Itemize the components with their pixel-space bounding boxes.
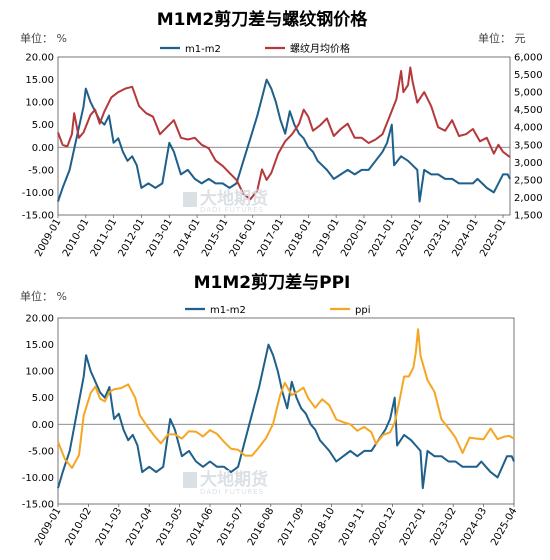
chart-2: M1M2剪刀差与PPI 单位： % m1-m2 ppi -15.00 -10.00…: [20, 272, 520, 548]
x-tick-label: 2009-01: [33, 217, 63, 259]
chart-2-legend: m1-m2 ppi: [185, 305, 370, 316]
y-tick-label: 10.00: [25, 98, 54, 109]
chart-2-plot-frame: [57, 317, 515, 505]
y-tick-label: -10.00: [22, 188, 54, 199]
y-tick-label: 15.00: [25, 75, 54, 86]
x-tick-label: 2023-02: [428, 506, 458, 548]
chart-2-lines: [57, 328, 515, 490]
x-tick-label: 2012-01: [117, 217, 147, 259]
y-right-tick-label: 6,000: [514, 53, 543, 64]
y-right-tick-label: 3,000: [514, 158, 543, 169]
x-tick-label: 2025-04: [489, 506, 519, 548]
y-tick-label: 20.00: [25, 314, 54, 325]
x-tick-label: 2020-01: [339, 217, 369, 259]
y-right-tick-label: 2,000: [514, 193, 543, 204]
legend-label-ppi: ppi: [355, 305, 370, 316]
x-tick-label: 2013-01: [144, 217, 174, 259]
chart-2-x-ticks: 2009-01 2010-02 2011-03 2012-04 2013-05 2014-…: [33, 504, 520, 548]
y-right-tick-label: 4,500: [514, 105, 543, 116]
x-tick-label: 2023-01: [423, 217, 453, 259]
watermark-text: 大地期货: [200, 188, 268, 209]
x-tick-label: 2024-03: [459, 506, 489, 548]
chart-1-right-ticks: 1,500 2,000 2,500 3,000 3,500 4,000 4,500 5,000…: [514, 53, 543, 222]
x-tick-label: 2017-09: [276, 506, 306, 548]
y-tick-label: 5.00: [32, 393, 54, 404]
x-tick-label: 2011-03: [94, 506, 124, 548]
watermark-text: 大地期货: [200, 469, 268, 490]
y-tick-label: -15.00: [22, 211, 54, 222]
legend-label-rebar: 螺纹月均价格: [290, 42, 350, 55]
x-tick-label: 2018-10: [307, 506, 337, 548]
y-tick-label: 10.00: [25, 367, 54, 378]
x-tick-label: 2015-01: [200, 217, 230, 259]
chart-2-left-unit: 单位： %: [20, 289, 67, 303]
series-line-rebar: [57, 66, 511, 201]
watermark-subtext: DADI FUTURES: [200, 488, 264, 496]
x-tick-label: 2010-01: [61, 217, 91, 259]
y-tick-label: -15.00: [22, 500, 54, 511]
watermark-logo-icon: [183, 192, 197, 207]
y-right-tick-label: 5,000: [514, 88, 543, 99]
y-tick-label: 0.00: [32, 143, 54, 154]
y-tick-label: -10.00: [22, 473, 54, 484]
chart-1-right-unit: 单位： 元: [478, 31, 526, 45]
y-right-tick-label: 4,000: [514, 123, 543, 134]
x-tick-label: 2021-01: [367, 217, 397, 259]
legend-label-m1m2: m1-m2: [210, 305, 246, 316]
chart-1-title: M1M2剪刀差与螺纹钢价格: [157, 9, 368, 30]
y-tick-label: -5.00: [28, 165, 54, 176]
watermark-subtext: DADI FUTURES: [200, 206, 264, 214]
x-tick-label: 2019-11: [337, 506, 367, 548]
chart-2-watermark: 大地期货 DADI FUTURES: [183, 469, 268, 496]
series-line-m1m2: [57, 343, 515, 490]
series-line-m1m2: [57, 78, 511, 203]
x-tick-label: 2022-01: [395, 217, 425, 259]
y-right-tick-label: 3,500: [514, 140, 543, 151]
x-tick-label: 2024-01: [450, 217, 480, 259]
x-tick-label: 2018-01: [284, 217, 314, 259]
chart-2-left-ticks: -15.00 -10.00 -5.00 0.00 5.00 10.00 15.00 20.00: [22, 314, 54, 511]
x-tick-label: 2012-04: [124, 506, 154, 548]
x-tick-label: 2016-08: [246, 506, 276, 548]
x-tick-label: 2013-05: [155, 506, 185, 548]
chart-1-watermark: 大地期货 DADI FUTURES: [183, 188, 268, 214]
chart-1-plot-frame: [57, 56, 511, 216]
chart-1-x-ticks: 2009-012010-012011-012012-012013-012014-…: [33, 215, 509, 259]
chart-2-title: M1M2剪刀差与PPI: [194, 272, 351, 293]
y-right-tick-label: 2,500: [514, 175, 543, 186]
x-tick-label: 2015-07: [216, 506, 246, 548]
y-tick-label: 15.00: [25, 340, 54, 351]
chart-1-left-ticks: -15.00 -10.00 -5.00 0.00 5.00 10.00 15.00 20.00: [22, 53, 54, 222]
x-tick-label: 2025-01: [478, 217, 508, 259]
x-tick-label: 2010-02: [64, 506, 94, 548]
series-line-ppi: [57, 328, 515, 469]
x-tick-label: 2011-01: [89, 217, 119, 259]
y-tick-label: 0.00: [32, 420, 54, 431]
y-right-tick-label: 1,500: [514, 211, 543, 222]
legend-label-m1m2: m1-m2: [185, 44, 221, 55]
watermark-logo-icon: [183, 472, 197, 488]
chart-1-legend: m1-m2 螺纹月均价格: [160, 42, 350, 55]
chart-1-lines: [57, 66, 511, 203]
y-tick-label: -5.00: [28, 446, 54, 457]
y-tick-label: 5.00: [32, 120, 54, 131]
chart-1: M1M2剪刀差与螺纹钢价格 单位： % 单位： 元 m1-m2 螺纹月均价格 -…: [20, 9, 543, 259]
x-tick-label: 2014-06: [185, 506, 215, 548]
x-tick-label: 2020-12: [368, 506, 398, 548]
x-tick-label: 2019-01: [311, 217, 341, 259]
y-right-tick-label: 5,500: [514, 70, 543, 81]
x-tick-label: 2022-01: [398, 506, 428, 548]
x-tick-label: 2014-01: [172, 217, 202, 259]
x-tick-label: 2017-01: [256, 217, 286, 259]
y-tick-label: 20.00: [25, 53, 54, 64]
x-tick-label: 2016-01: [228, 217, 258, 259]
chart-1-left-unit: 单位： %: [20, 31, 67, 45]
x-tick-label: 2009-01: [33, 506, 63, 548]
